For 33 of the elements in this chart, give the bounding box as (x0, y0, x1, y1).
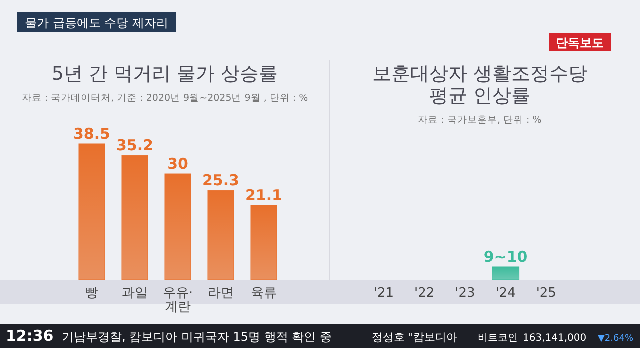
x-tick-label: 과일 (122, 286, 148, 301)
data-label: 30 (168, 155, 188, 174)
text: 12:36 (6, 327, 54, 345)
x-tick-label: 육류 (251, 286, 277, 301)
data-label: 9~10 (484, 248, 528, 266)
bar (122, 155, 148, 280)
data-label: 25.3 (202, 172, 240, 190)
bar (164, 174, 192, 280)
x-tick-label: '25 (536, 286, 556, 301)
data-label: 21.1 (245, 186, 283, 204)
bar (250, 205, 278, 280)
x-tick-label: 우유·계란 (162, 286, 194, 315)
data-label: 35.2 (116, 136, 154, 155)
bar (208, 190, 234, 280)
chart-title: 보훈대상자 생활조정수당 평균 인상률 (372, 63, 588, 107)
text: 비트코인 (478, 333, 518, 344)
chart-title: 5년 간 먹거리 물가 상승률 (52, 63, 278, 85)
x-tick-label: '22 (414, 286, 435, 301)
data-label: 38.5 (73, 125, 111, 143)
text: 정성호 "캄보디아 (372, 331, 458, 344)
chart-subtitle: 자료 : 국가보훈부, 단위 : % (418, 115, 542, 126)
text: ▼2.64% (598, 334, 634, 344)
x-tick-label: '23 (455, 286, 476, 301)
x-tick-label: 라면 (208, 286, 234, 301)
text: 물가 급등에도 수당 제자리 (25, 16, 168, 30)
bar (78, 144, 106, 280)
x-tick-label: 빵 (86, 286, 98, 301)
text: 163,141,000 (523, 333, 587, 344)
x-tick-label: '24 (496, 286, 516, 301)
text: 기남부경찰, 캄보디아 미귀국자 15명 행적 확인 중 (62, 330, 332, 344)
chart-subtitle: 자료 : 국가데이터처, 기준 : 2020년 9월~2025년 9월 , 단위 : % (22, 93, 308, 104)
x-tick-label: '21 (374, 286, 394, 301)
text: 단독보도 (556, 36, 604, 50)
